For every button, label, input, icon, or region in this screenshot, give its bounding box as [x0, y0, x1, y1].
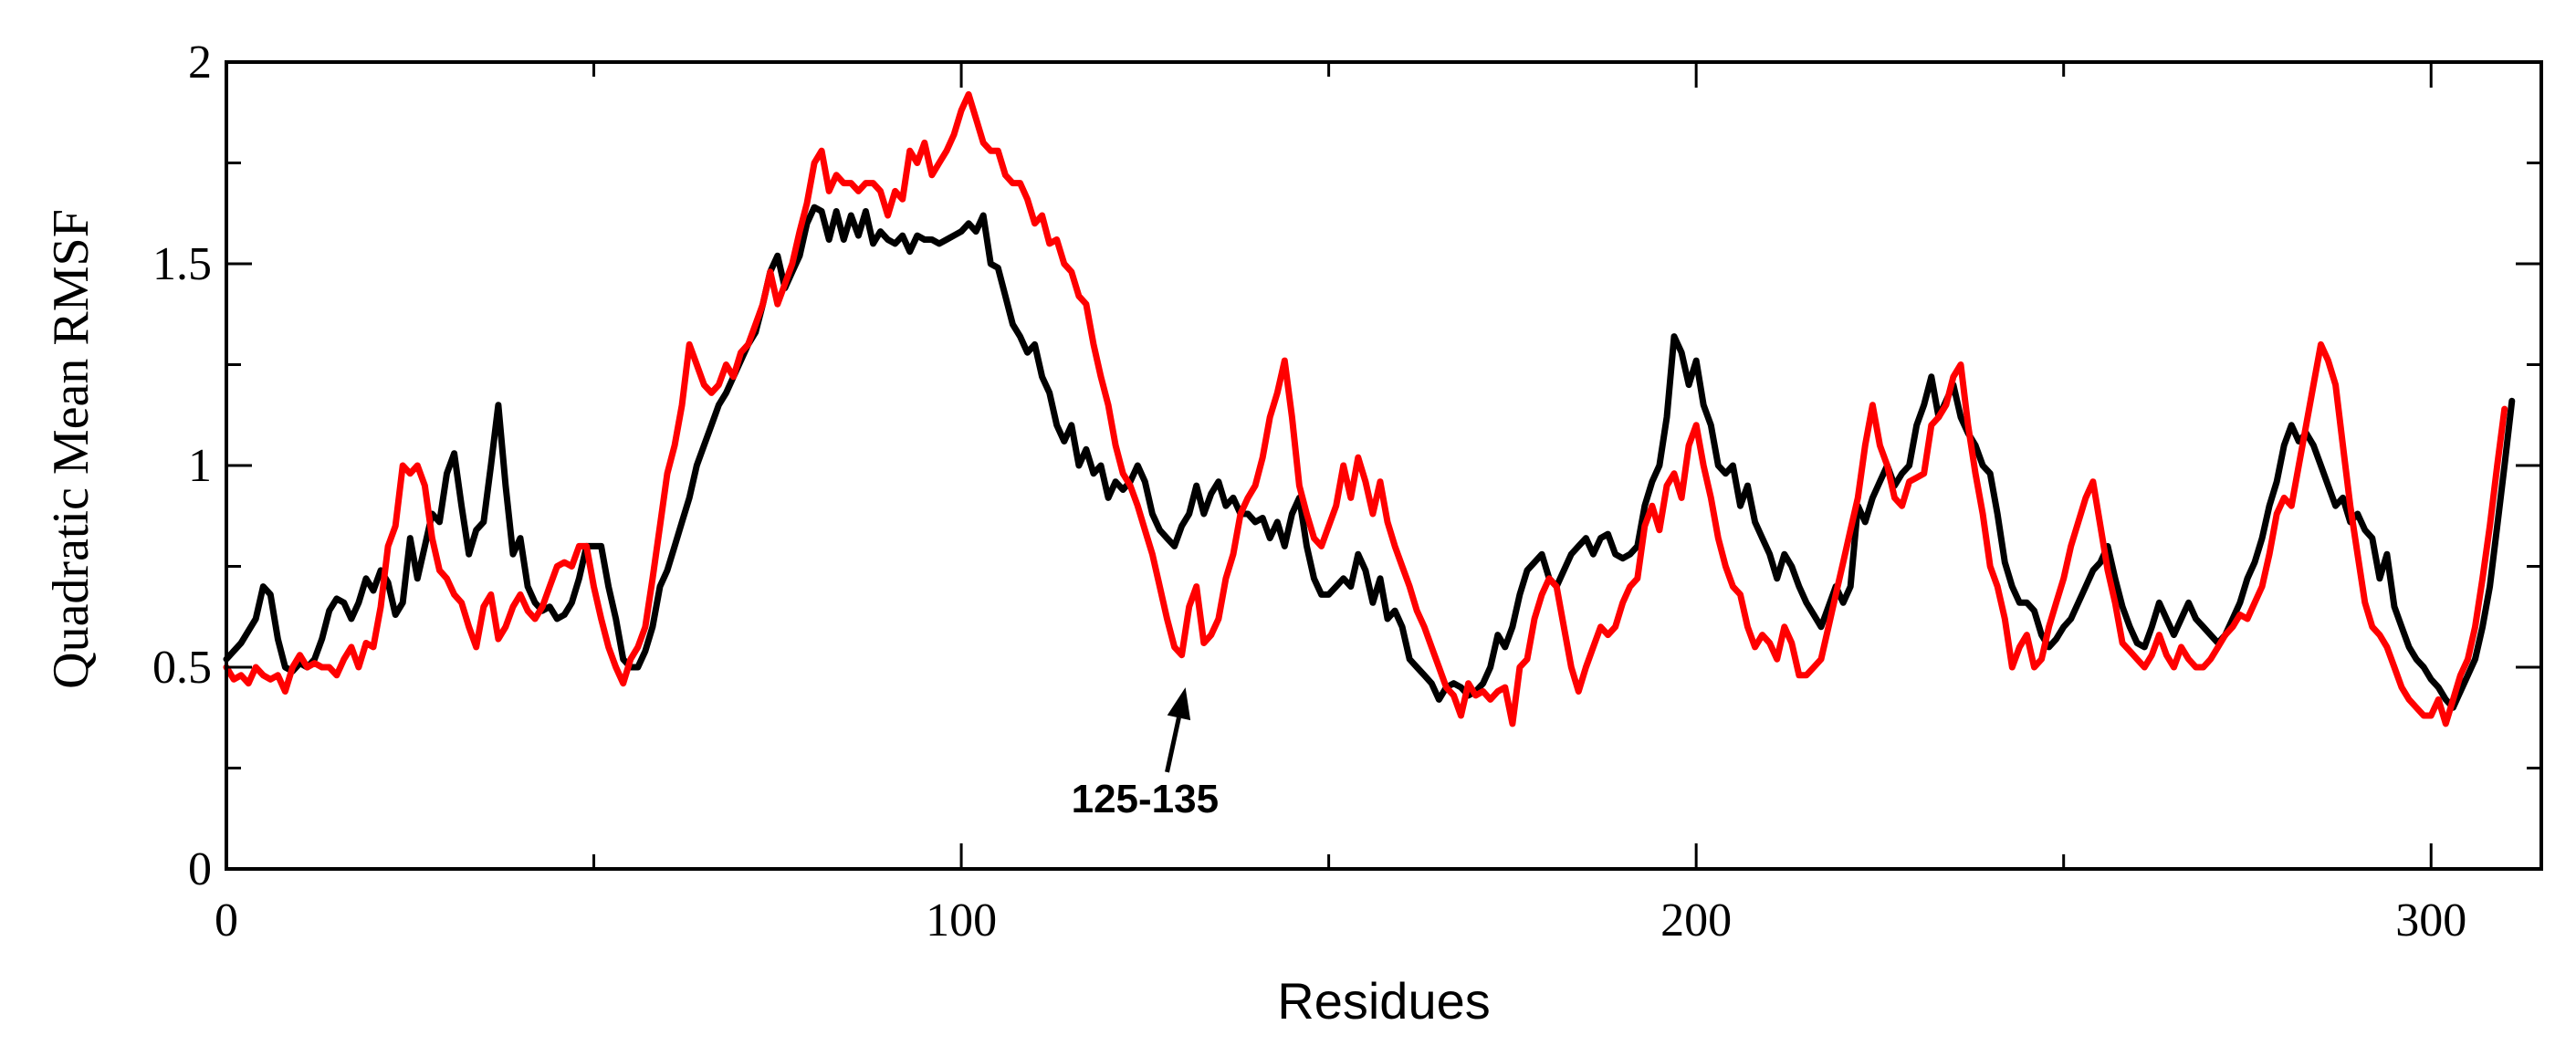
- y-axis-title: Quadratic Mean RMSF: [43, 209, 99, 689]
- x-tick-label: 300: [2395, 894, 2466, 947]
- series-line-2: [223, 90, 2508, 727]
- series-layer: [223, 90, 2516, 727]
- annotation-label: 125-135: [1072, 777, 1219, 821]
- y-tick-label: 1: [188, 440, 212, 492]
- x-axis-title: Residues: [1277, 972, 1490, 1030]
- plot-frame: [225, 60, 2543, 871]
- x-tick-label: 200: [1660, 894, 1732, 947]
- annotation-arrow-shaft: [1165, 717, 1181, 773]
- ticks-layer: 0 100 200 300 0 0.5 1 1.5 2: [152, 37, 2541, 947]
- y-tick-label: 0: [188, 843, 212, 895]
- y-tick-label: 1.5: [152, 238, 212, 290]
- y-tick-label: 2: [188, 37, 212, 89]
- x-tick-label: 100: [926, 894, 997, 947]
- annotation-layer: 125-135: [1072, 687, 1219, 821]
- series-line-1: [223, 204, 2516, 711]
- y-tick-label: 0.5: [152, 642, 212, 694]
- annotation-arrow-head: [1167, 687, 1191, 721]
- x-tick-label: 0: [215, 894, 238, 947]
